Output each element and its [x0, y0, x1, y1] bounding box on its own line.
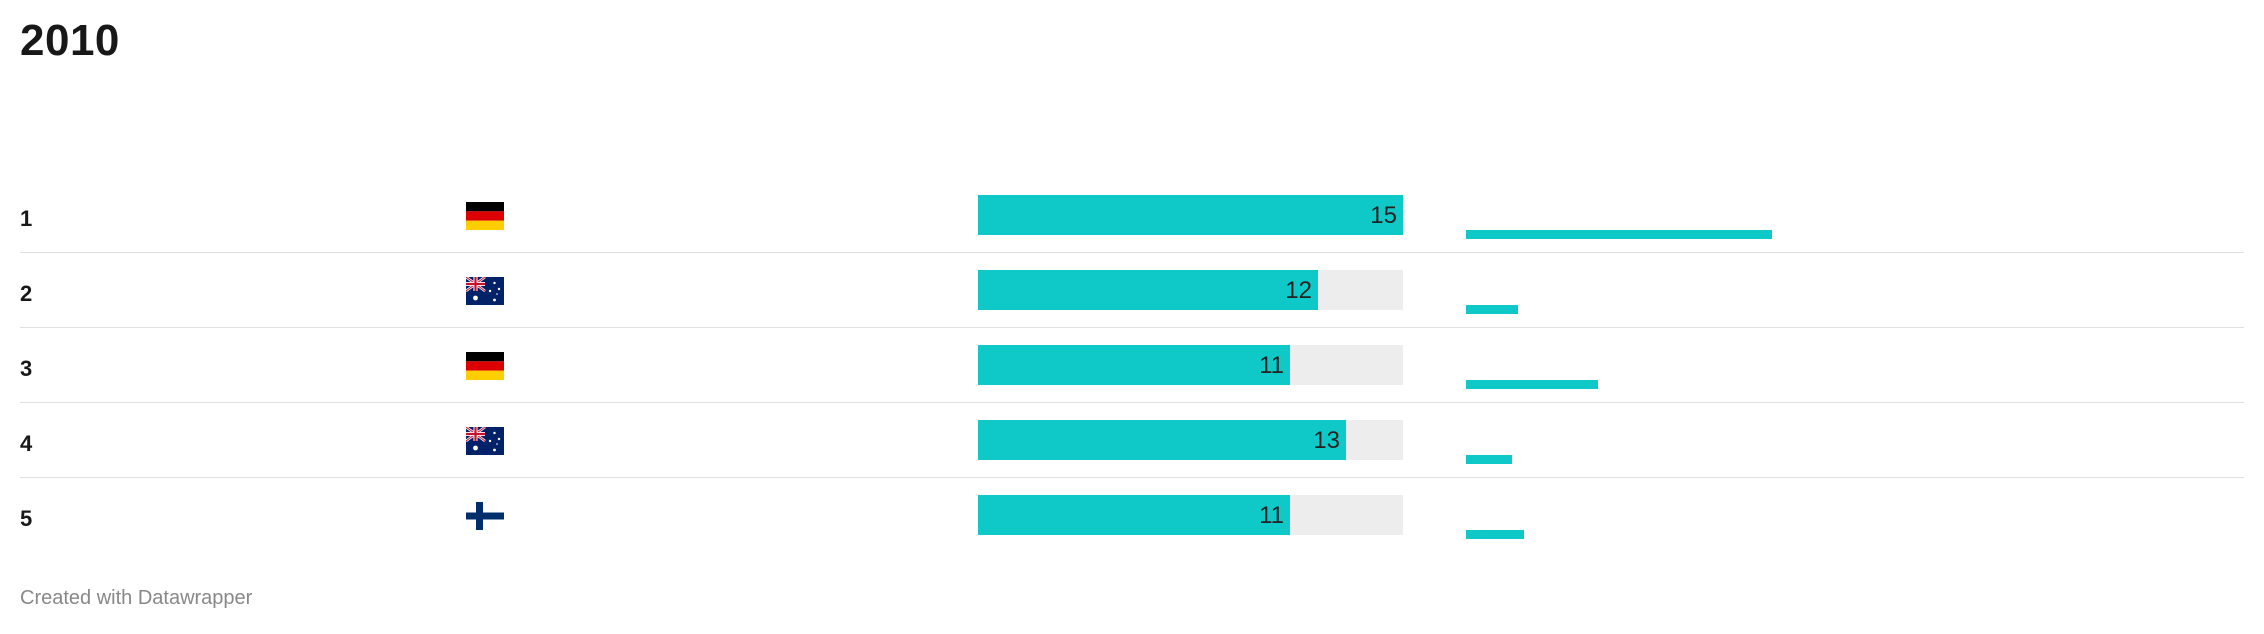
- finland-flag-icon: [466, 502, 504, 530]
- table-row: 4 13: [20, 403, 2244, 478]
- bar-value-label: 11: [1259, 352, 1284, 379]
- footer-credit: Created with Datawrapper: [20, 587, 253, 609]
- bar-value-label: 15: [1370, 202, 1397, 229]
- table-row: 3 11: [20, 328, 2244, 403]
- chart-title: 2010: [20, 16, 120, 65]
- sparkline-bar: [1466, 380, 1598, 389]
- table-row: 5 11: [20, 478, 2244, 552]
- rank-label: 5: [20, 506, 33, 531]
- rank-label: 1: [20, 206, 33, 231]
- bar-track: 13: [978, 420, 1403, 460]
- sparkline-bar: [1466, 455, 1512, 464]
- bar: [978, 195, 1403, 235]
- bar: [978, 270, 1318, 310]
- bar-value-label: 11: [1259, 502, 1284, 529]
- bar-track: 12: [978, 270, 1403, 310]
- bar-track: 11: [978, 345, 1403, 385]
- bar-track: 11: [978, 495, 1403, 535]
- bar-value-label: 12: [1285, 277, 1312, 304]
- rank-label: 3: [20, 356, 33, 381]
- bar-value-label: 13: [1313, 427, 1340, 454]
- australia-flag-icon: [466, 277, 504, 305]
- bar: [978, 345, 1290, 385]
- table-row: 1 15: [20, 178, 2244, 253]
- table-row: 2 12: [20, 253, 2244, 328]
- rank-label: 4: [20, 431, 33, 456]
- sparkline-bar: [1466, 530, 1524, 539]
- germany-flag-icon: [466, 352, 504, 380]
- sparkline-bar: [1466, 230, 1772, 239]
- bar: [978, 495, 1290, 535]
- sparkline-bar: [1466, 305, 1518, 314]
- bar-track: 15: [978, 195, 1403, 235]
- bar: [978, 420, 1346, 460]
- ranking-table: 1 15 2 12 3 11 4 13 5: [20, 178, 2244, 552]
- australia-flag-icon: [466, 427, 504, 455]
- rank-label: 2: [20, 281, 33, 306]
- germany-flag-icon: [466, 202, 504, 230]
